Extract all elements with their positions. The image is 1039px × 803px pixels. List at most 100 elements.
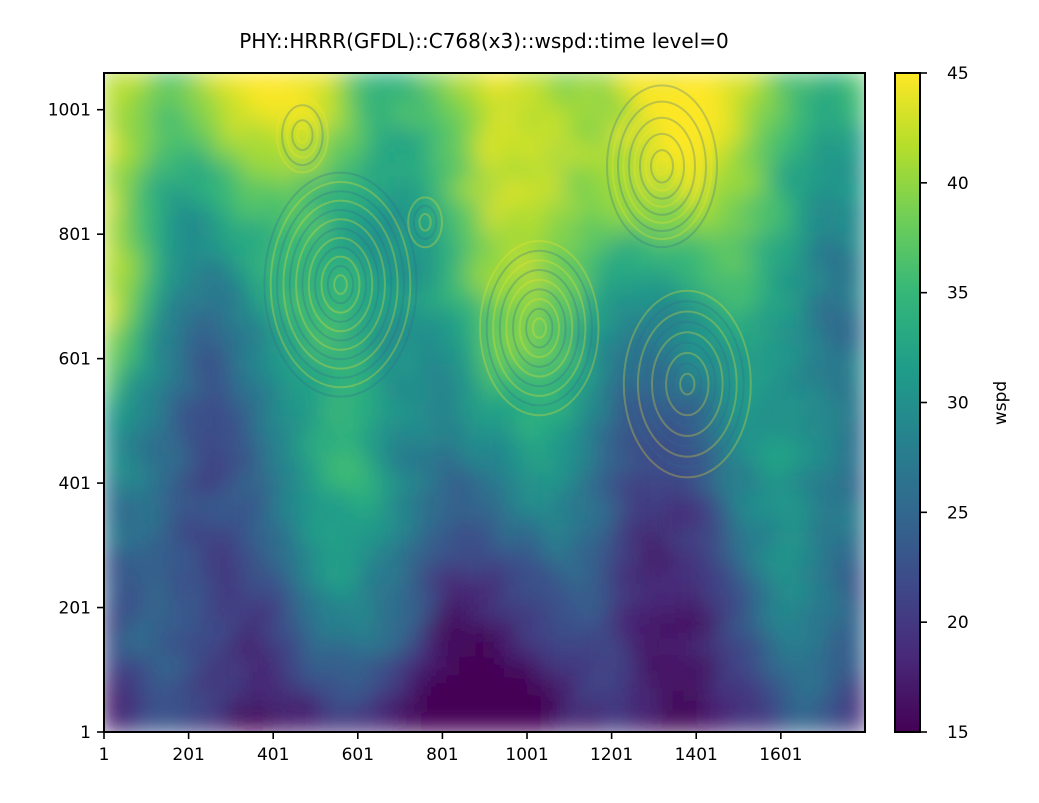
heatmap-cell	[752, 144, 772, 167]
heatmap-cell	[815, 290, 836, 313]
heatmap-cell	[482, 327, 503, 350]
heatmap-cell	[482, 455, 503, 478]
heatmap-cell	[767, 345, 788, 368]
heatmap-cell	[355, 125, 376, 149]
heatmap-cell	[355, 107, 376, 130]
heatmap-cell	[276, 601, 297, 625]
heatmap-cell	[133, 107, 154, 130]
heatmap-cell	[736, 510, 757, 533]
heatmap-cell	[133, 309, 154, 332]
heatmap-cell	[228, 565, 249, 588]
heatmap-cell	[752, 290, 772, 313]
heatmap-cell	[625, 272, 646, 295]
heatmap-cell	[371, 565, 392, 588]
heatmap-cell	[339, 546, 360, 570]
heatmap-cell	[815, 455, 836, 478]
heatmap-cell	[831, 382, 852, 405]
heatmap-cell	[260, 180, 281, 204]
heatmap-cell	[276, 400, 297, 423]
heatmap-cell	[260, 327, 281, 350]
heatmap-cell	[276, 254, 297, 277]
heatmap-cell	[292, 327, 313, 350]
heatmap-cell	[815, 89, 836, 112]
heatmap-cell	[831, 675, 852, 698]
heatmap-cell	[260, 290, 281, 313]
heatmap-cell	[831, 309, 852, 332]
heatmap-cell	[720, 528, 741, 551]
heatmap-cell	[308, 125, 328, 149]
heatmap-cell	[799, 254, 820, 277]
heatmap-cell	[292, 492, 313, 515]
heatmap-cell	[752, 675, 772, 698]
heatmap-cell	[292, 418, 313, 442]
wave-ring	[286, 111, 319, 159]
heatmap-cell	[181, 565, 202, 588]
heatmap-cell	[752, 162, 772, 185]
heatmap-cell	[197, 455, 217, 478]
heatmap-cell	[498, 125, 519, 149]
heatmap-cell	[149, 418, 170, 442]
heatmap-cell	[641, 89, 661, 112]
heatmap-cell	[213, 89, 233, 112]
heatmap-cell	[847, 437, 865, 460]
heatmap-cell	[387, 510, 408, 533]
heatmap-cell	[450, 437, 471, 460]
heatmap-cell	[736, 638, 757, 661]
heatmap-cell	[339, 418, 360, 442]
heatmap-cell	[213, 675, 233, 698]
heatmap-cell	[149, 254, 170, 277]
heatmap-cell	[767, 437, 788, 460]
heatmap-cell	[228, 327, 249, 350]
heatmap-cell	[419, 492, 439, 515]
heatmap-cell	[561, 290, 582, 313]
wave-ring	[650, 149, 674, 184]
heatmap-cell	[577, 144, 598, 167]
heatmap-cell	[371, 473, 392, 496]
heatmap-cell	[213, 400, 233, 423]
heatmap-cell	[767, 162, 788, 185]
colorbar-tick-label: 20	[947, 613, 969, 633]
heatmap-cell	[419, 89, 439, 112]
heatmap-cell	[466, 455, 487, 478]
heatmap-cell	[228, 437, 249, 460]
heatmap-cell	[799, 162, 820, 185]
heatmap-cell	[593, 455, 614, 478]
heatmap-cell	[133, 272, 154, 295]
heatmap-cell	[339, 73, 360, 94]
heatmap-cell	[466, 290, 487, 313]
heatmap-cell	[104, 711, 122, 732]
heatmap-cell	[767, 620, 788, 643]
heatmap-cell	[244, 638, 265, 661]
heatmap-cell	[783, 400, 804, 423]
heatmap-cell	[434, 565, 455, 588]
heatmap-cell	[387, 180, 408, 204]
heatmap-cell	[355, 675, 376, 698]
heatmap-cell	[149, 675, 170, 698]
heatmap-cell	[213, 199, 233, 222]
heatmap-cell	[149, 382, 170, 405]
heatmap-cell	[387, 309, 408, 332]
heatmap-cell	[720, 437, 741, 460]
heatmap-cell	[355, 693, 376, 716]
heatmap-cell	[847, 290, 865, 313]
heatmap-cell	[165, 565, 186, 588]
heatmap-cell	[104, 492, 122, 515]
heatmap-cell	[276, 656, 297, 680]
heatmap-cell	[149, 473, 170, 496]
heatmap-cell	[767, 675, 788, 698]
heatmap-cell	[133, 675, 154, 698]
heatmap-cell	[783, 73, 804, 94]
heatmap-cell	[847, 656, 865, 680]
heatmap-cell	[831, 473, 852, 496]
heatmap-cell	[815, 675, 836, 698]
heatmap-cell	[308, 546, 328, 570]
heatmap-cell	[831, 290, 852, 313]
heatmap-cell	[292, 290, 313, 313]
heatmap-cell	[339, 492, 360, 515]
heatmap-cell	[831, 235, 852, 259]
heatmap-cell	[324, 675, 344, 698]
heatmap-cell	[767, 180, 788, 204]
heatmap-cell	[104, 180, 122, 204]
heatmap-cell	[260, 73, 281, 94]
heatmap-cell	[498, 382, 519, 405]
